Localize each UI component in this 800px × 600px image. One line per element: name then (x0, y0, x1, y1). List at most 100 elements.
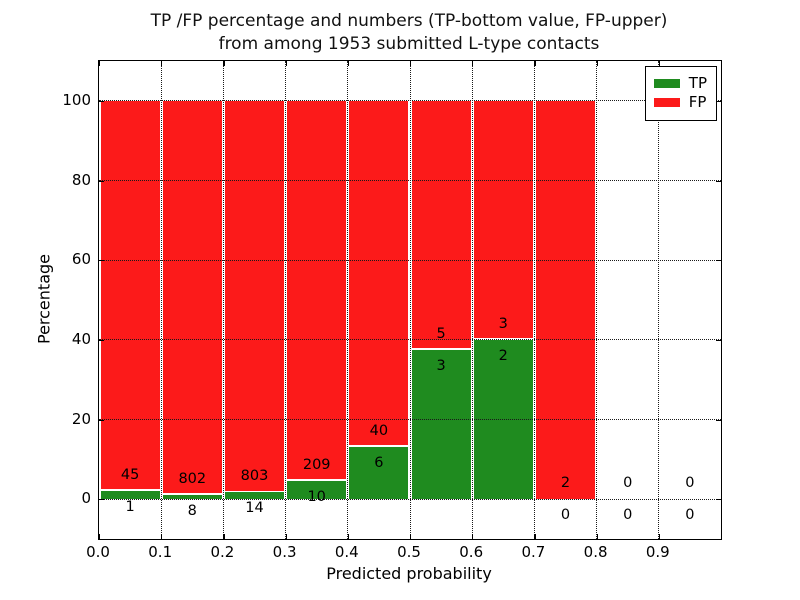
bar-segment-tp (162, 495, 222, 500)
gridline-vertical (347, 61, 349, 539)
x-tick-top (161, 61, 163, 66)
x-tick-label: 0.2 (210, 543, 235, 561)
y-tick-right (716, 100, 721, 103)
y-tick-left (99, 339, 104, 342)
x-tick-bottom (472, 534, 474, 539)
y-tick-label: 40 (71, 329, 91, 348)
bar-segment-fp (287, 100, 347, 480)
legend-item-tp: TP (653, 74, 707, 92)
gridline-vertical (160, 61, 162, 539)
tp-count-label: 1 (125, 498, 135, 515)
bar-segment-tp (411, 349, 471, 500)
x-tick-top (347, 61, 349, 66)
y-tick-left (99, 180, 104, 182)
x-tick-label: 0.5 (397, 543, 421, 561)
bar-segment-tp (224, 492, 285, 500)
bar-segment-fp (535, 100, 596, 500)
y-tick-right (716, 499, 721, 501)
x-tick-bottom (347, 534, 349, 539)
x-tick-label: 0.9 (645, 543, 670, 561)
bar-segment-fp (349, 100, 409, 446)
tp-count-label: 8 (187, 503, 197, 520)
bar-segment-tp (287, 480, 347, 500)
x-tick-label: 0.7 (521, 543, 546, 561)
y-tick-right (716, 419, 721, 421)
x-tick-label: 0.1 (148, 543, 173, 561)
y-tick-right (716, 339, 721, 342)
x-tick-bottom (410, 534, 412, 539)
gridline-vertical (285, 61, 287, 539)
bar-segment-fp (100, 100, 160, 489)
x-tick-top (658, 61, 660, 66)
tp-count-label: 0 (623, 507, 633, 524)
x-tick-label: 0.3 (272, 543, 297, 561)
x-tick-top (534, 61, 536, 66)
tp-count-label: 3 (436, 357, 446, 374)
fp-count-label: 3 (498, 315, 508, 332)
x-tick-label: 0.4 (334, 543, 359, 561)
bar-segment-tp (100, 490, 160, 500)
y-tick-right (716, 260, 721, 262)
tp-count-label: 0 (685, 507, 695, 524)
chart-title-line2: from among 1953 submitted L-type contact… (218, 34, 600, 54)
tp-count-label: 6 (374, 455, 384, 472)
y-tick-right (716, 180, 721, 182)
y-tick-label: 0 (81, 489, 91, 508)
bar-segment-tp (349, 447, 409, 500)
x-tick-top (285, 61, 287, 66)
x-tick-top (472, 61, 474, 66)
fp-count-label: 209 (302, 456, 331, 473)
x-axis-label: Predicted probability (326, 564, 492, 583)
x-tick-label: 0.0 (86, 543, 110, 561)
y-tick-label: 20 (71, 409, 91, 428)
tp-count-label: 10 (307, 488, 326, 505)
x-tick-top (596, 61, 598, 66)
y-tick-label: 80 (71, 170, 91, 189)
legend-label-fp: FP (688, 93, 707, 111)
x-tick-label: 0.6 (459, 543, 484, 561)
x-tick-top (223, 61, 225, 66)
bar-segment-fp (411, 100, 471, 348)
gridline-vertical (409, 61, 411, 539)
fp-count-label: 45 (120, 466, 140, 483)
legend-item-fp: FP (653, 93, 707, 111)
fp-count-label: 2 (560, 475, 571, 492)
fp-count-label: 803 (240, 468, 269, 485)
y-tick-label: 60 (71, 250, 91, 269)
x-tick-label: 0.8 (583, 543, 608, 561)
x-tick-bottom (99, 534, 101, 539)
x-tick-bottom (658, 534, 660, 539)
y-tick-left (99, 100, 104, 103)
tp-count-label: 14 (245, 500, 264, 517)
tp-count-label: 2 (498, 347, 508, 364)
fp-color-swatch-icon (653, 98, 680, 107)
y-tick-left (99, 499, 104, 501)
tp-color-swatch-icon (653, 79, 680, 88)
gridline-vertical (596, 61, 598, 539)
fp-count-label: 5 (436, 325, 446, 342)
bar-segment-fp (162, 100, 222, 494)
legend-label-tp: TP (688, 74, 707, 92)
chart-title: TP /FP percentage and numbers (TP-bottom… (98, 10, 720, 56)
y-tick-label: 100 (62, 90, 91, 109)
gridline-vertical (658, 61, 660, 539)
x-tick-bottom (223, 534, 225, 539)
fp-count-label: 40 (369, 423, 389, 440)
fp-count-label: 0 (685, 475, 695, 492)
y-axis-label: Percentage (34, 253, 54, 345)
bar-segment-fp (224, 100, 285, 491)
gridline-vertical (533, 61, 535, 539)
gridline-vertical (222, 61, 224, 539)
tp-count-label: 0 (560, 507, 571, 524)
x-tick-bottom (285, 534, 287, 539)
x-tick-bottom (161, 534, 163, 539)
y-tick-left (99, 419, 104, 421)
bar-segment-fp (473, 100, 533, 339)
legend: TP FP (644, 66, 717, 121)
y-tick-left (99, 260, 104, 262)
x-tick-top (410, 61, 412, 66)
x-tick-bottom (596, 534, 598, 539)
gridline-vertical (471, 61, 473, 539)
chart-title-line1: TP /FP percentage and numbers (TP-bottom… (150, 11, 668, 31)
